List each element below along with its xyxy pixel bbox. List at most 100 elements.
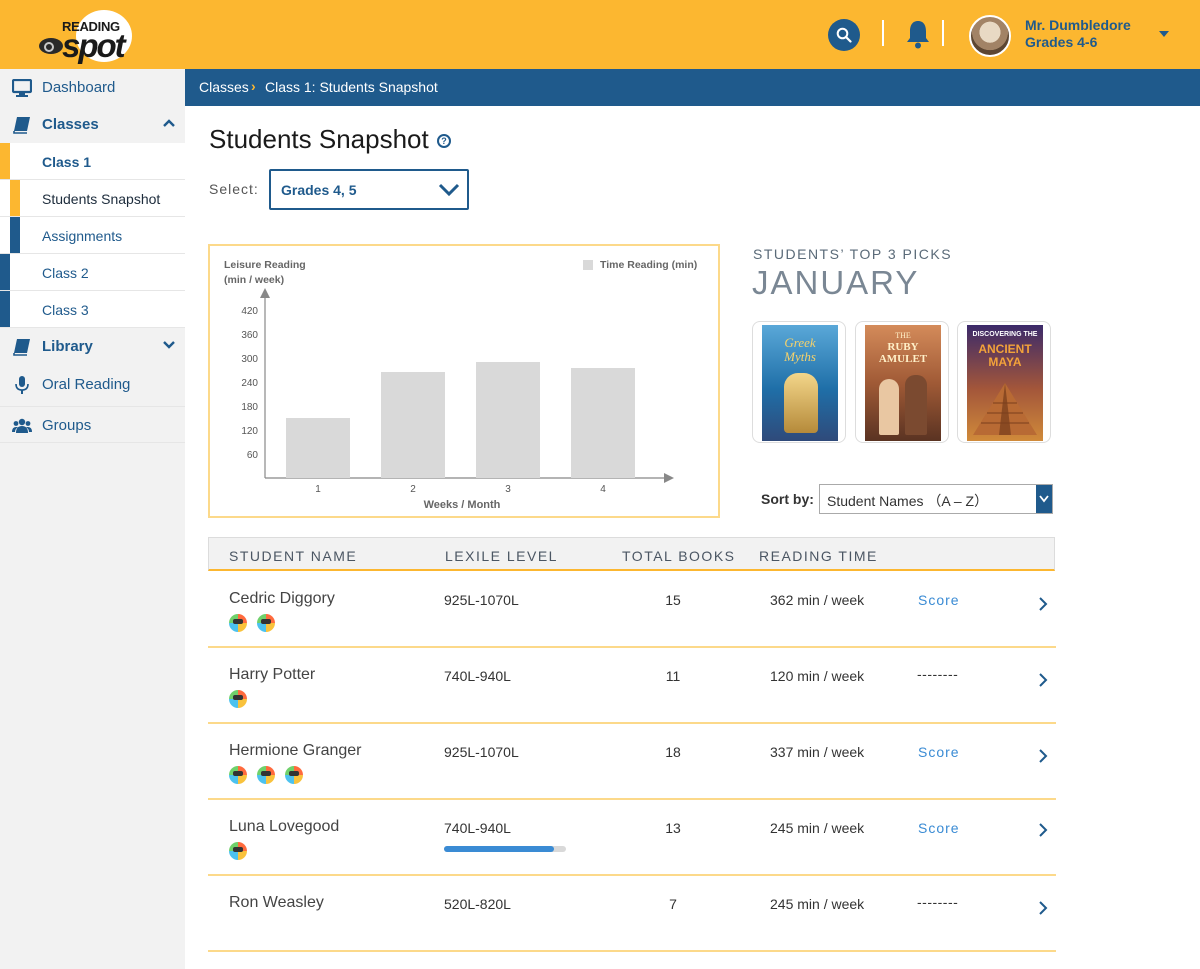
table-row[interactable]: Luna Lovegood 740L-940L 13 245 min / wee… (208, 800, 1056, 876)
book-card-greek-myths[interactable]: Greek Myths (752, 321, 846, 443)
active-indicator (10, 180, 20, 216)
select-label: Select: (209, 181, 259, 197)
bell-icon[interactable] (903, 18, 933, 50)
reading-time: 362 min / week (770, 592, 865, 608)
sidebar-item-assignments[interactable]: Assignments (0, 217, 185, 254)
book-card-ancient-maya[interactable]: DISCOVERING THE ANCIENT MAYA (957, 321, 1051, 443)
book-figure (905, 375, 927, 435)
sidebar-item-class-1[interactable]: Class 1 (0, 143, 185, 180)
badge-list (229, 766, 313, 784)
sidebar-item-students-snapshot[interactable]: Students Snapshot (0, 180, 185, 217)
top-picks-label: STUDENTS’ TOP 3 PICKS (753, 246, 953, 262)
badge-list (229, 614, 285, 632)
score-placeholder: -------- (917, 666, 959, 682)
sidebar-item-label: Classes (42, 116, 99, 133)
section-indicator (0, 291, 10, 327)
sidebar-item-library[interactable]: Library (0, 328, 185, 365)
column-header-total-books[interactable]: TOTAL BOOKS (622, 548, 736, 564)
y-tick-label: 360 (241, 330, 258, 341)
y-tick-label: 180 (241, 402, 258, 413)
table-row[interactable]: Cedric Diggory 925L-1070L 15 362 min / w… (208, 572, 1056, 648)
book-cover: Greek Myths (762, 325, 838, 441)
search-icon (836, 27, 852, 43)
reading-spot-logo[interactable]: READING spot (36, 8, 140, 64)
badge-list (229, 842, 257, 860)
student-name[interactable]: Harry Potter (229, 666, 316, 683)
reading-time: 245 min / week (770, 820, 865, 836)
x-tick-label: 2 (410, 484, 416, 495)
sidebar-item-label: Class 1 (42, 154, 92, 170)
chevron-down-icon[interactable] (162, 340, 176, 350)
header-divider (942, 20, 944, 46)
y-axis-label: Leisure Reading (224, 259, 306, 271)
badge-icon (229, 842, 247, 860)
pyramid-image (973, 383, 1037, 435)
score-link[interactable]: Score (918, 820, 960, 836)
sort-select-value: Student Names （A – Z） (827, 493, 989, 509)
lexile-level: 740L-940L (444, 820, 511, 836)
sidebar-item-label: Oral Reading (42, 376, 131, 393)
sidebar-item-classes[interactable]: Classes (0, 106, 185, 143)
chevron-right-icon[interactable] (1038, 822, 1048, 838)
table-row[interactable]: Hermione Granger 925L-1070L 18 337 min /… (208, 724, 1056, 800)
badge-icon (257, 614, 275, 632)
column-header-lexile-level[interactable]: LEXILE LEVEL (445, 548, 558, 564)
user-name[interactable]: Mr. Dumbledore (1025, 17, 1131, 33)
student-name[interactable]: Hermione Granger (229, 742, 362, 759)
book-icon (13, 117, 30, 134)
book-card-ruby-amulet[interactable]: THE RUBY AMULET (855, 321, 949, 443)
badge-icon (229, 614, 247, 632)
reading-progress-bar (444, 846, 566, 852)
caret-down-icon[interactable] (1159, 31, 1169, 37)
column-header-reading-time[interactable]: READING TIME (759, 548, 878, 564)
sidebar-item-oral-reading[interactable]: Oral Reading (0, 366, 185, 403)
chevron-right-icon[interactable] (1038, 596, 1048, 612)
y-axis-arrow (260, 288, 270, 298)
sort-label: Sort by: (761, 491, 814, 507)
chart-bar (571, 368, 635, 478)
book-title-line2: RUBY AMULET (878, 341, 928, 365)
score-link[interactable]: Score (918, 592, 960, 608)
score-link[interactable]: Score (918, 744, 960, 760)
student-name[interactable]: Luna Lovegood (229, 818, 340, 835)
logo-bubble (76, 10, 132, 62)
badge-list (229, 690, 257, 708)
y-axis-label-unit: (min / week) (224, 274, 284, 286)
column-header-student-name[interactable]: STUDENT NAME (229, 548, 358, 564)
avatar[interactable] (969, 15, 1011, 57)
chevron-right-icon[interactable] (1038, 672, 1048, 688)
sidebar-item-label: Groups (42, 417, 92, 434)
student-name[interactable]: Cedric Diggory (229, 590, 335, 607)
x-axis-label: Weeks / Month (424, 499, 501, 511)
table-row[interactable]: Harry Potter 740L-940L 11 120 min / week… (208, 648, 1056, 724)
grade-select-value: Grades 4, 5 (281, 182, 357, 198)
table-row[interactable]: Ron Weasley 520L-820L 7 245 min / week -… (208, 876, 1056, 952)
student-name[interactable]: Ron Weasley (229, 894, 324, 911)
sidebar-item-class-2[interactable]: Class 2 (0, 254, 185, 291)
sidebar-item-groups[interactable]: Groups (0, 406, 185, 443)
active-indicator (0, 143, 10, 179)
chevron-right-icon[interactable] (1038, 748, 1048, 764)
total-books: 7 (669, 896, 677, 912)
x-tick-label: 1 (315, 484, 321, 495)
help-icon[interactable]: ? (437, 134, 451, 148)
user-grades[interactable]: Grades 4-6 (1025, 34, 1098, 50)
chevron-up-icon[interactable] (162, 118, 176, 128)
sidebar-item-class-3[interactable]: Class 3 (0, 291, 185, 328)
lexile-level: 925L-1070L (444, 592, 519, 608)
badge-icon (257, 766, 275, 784)
x-tick-label: 4 (600, 484, 606, 495)
sidebar-item-dashboard[interactable]: Dashboard (0, 69, 185, 106)
monitor-icon (12, 79, 32, 97)
lexile-level: 520L-820L (444, 896, 511, 912)
breadcrumb-classes[interactable]: Classes (199, 79, 249, 95)
breadcrumb: Classes › Class 1: Students Snapshot (185, 69, 1200, 106)
sort-select[interactable]: Student Names （A – Z） (819, 484, 1053, 514)
sort-dropdown-button[interactable] (1036, 485, 1052, 513)
search-button[interactable] (828, 19, 860, 51)
grade-select[interactable]: Grades 4, 5 (269, 169, 469, 210)
chevron-right-icon[interactable] (1038, 900, 1048, 916)
badge-icon (229, 766, 247, 784)
progress-fill (444, 846, 554, 852)
logo-word-reading: READING (62, 19, 120, 34)
